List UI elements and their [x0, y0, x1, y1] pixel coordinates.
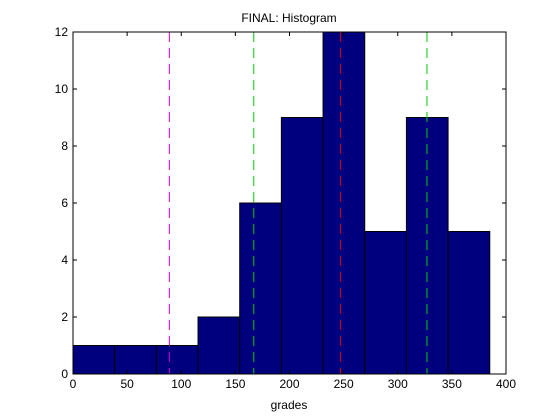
- x-tick-label: 50: [120, 377, 134, 391]
- histogram-bar: [447, 231, 491, 375]
- histogram-bar: [114, 345, 157, 375]
- x-tick-label: 100: [171, 377, 191, 391]
- histogram-bar: [322, 31, 366, 375]
- histogram-bar: [72, 345, 116, 375]
- chart-title: FINAL: Histogram: [241, 11, 336, 25]
- x-axis-label: grades: [271, 398, 308, 412]
- x-tick-label: 400: [496, 377, 516, 391]
- x-axis: 0 50 100 150 200 250 300 350 400: [70, 32, 516, 391]
- x-tick-label: 150: [225, 377, 245, 391]
- x-tick-label: 250: [334, 377, 354, 391]
- x-tick-label: 300: [388, 377, 408, 391]
- histogram-bar: [280, 117, 324, 375]
- y-tick-label: 0: [61, 367, 68, 381]
- y-tick-label: 10: [55, 82, 69, 96]
- y-tick-label: 6: [61, 196, 68, 210]
- x-tick-label: 0: [70, 377, 77, 391]
- x-tick-label: 350: [442, 377, 462, 391]
- bars-group: [72, 31, 491, 375]
- histogram-bar: [197, 316, 241, 375]
- histogram-bar: [364, 231, 407, 375]
- y-tick-label: 4: [61, 253, 68, 267]
- reference-lines-group: [168, 32, 428, 374]
- histogram-bar: [239, 202, 282, 375]
- histogram-bar: [155, 345, 199, 375]
- y-tick-label: 8: [61, 139, 68, 153]
- y-tick-label: 2: [61, 310, 68, 324]
- x-tick-label: 200: [279, 377, 299, 391]
- y-axis: 0 2 4 6 8 10 12: [55, 25, 506, 381]
- y-tick-label: 12: [55, 25, 69, 39]
